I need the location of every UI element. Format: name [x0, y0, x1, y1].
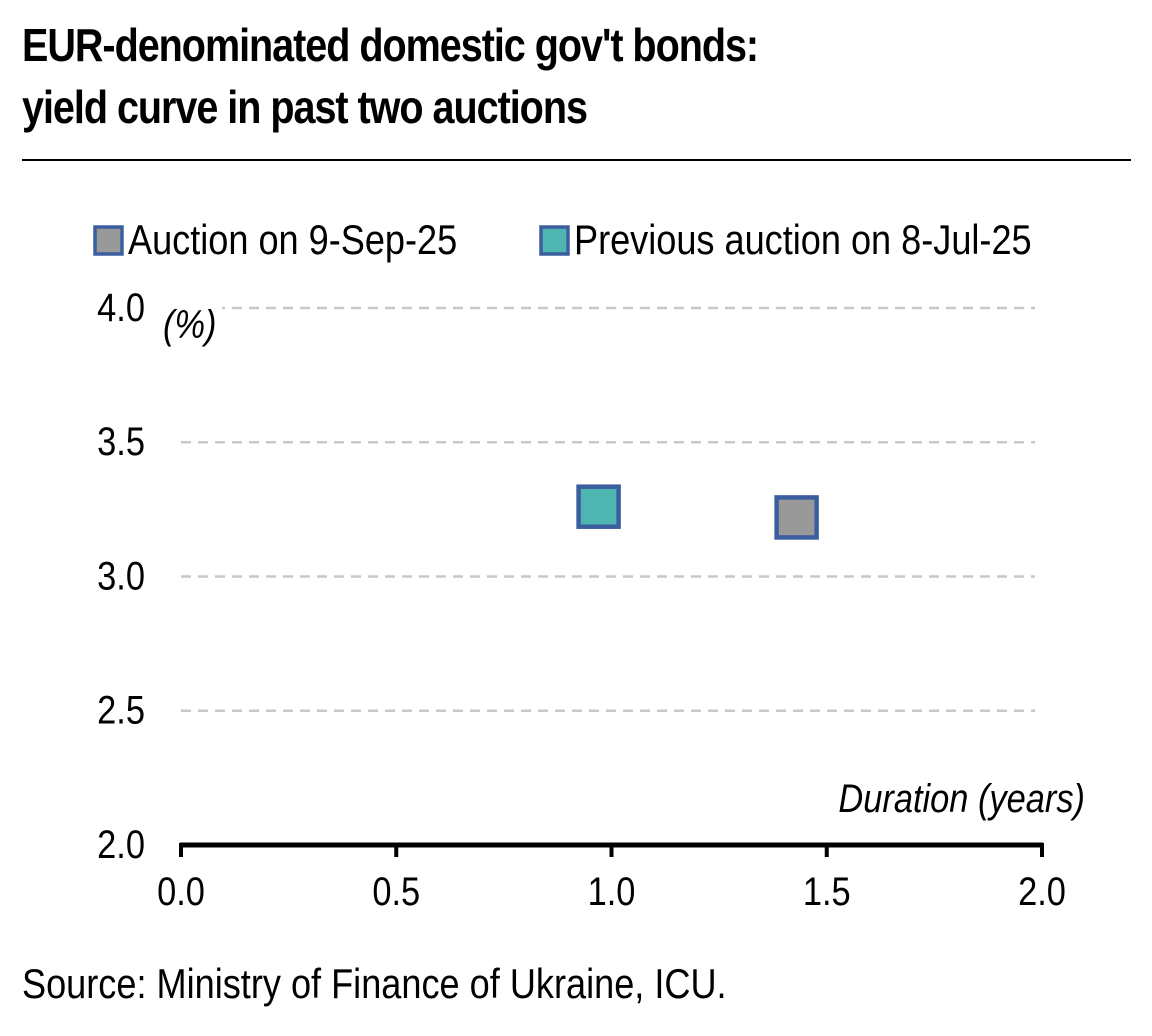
data-points — [576, 484, 819, 540]
x-tick-label-1.0: 1.0 — [588, 869, 636, 914]
y-tick-label-2.0: 2.0 — [97, 822, 145, 867]
x-tick-label-2.0: 2.0 — [1018, 869, 1066, 914]
y-tick-label-4.0: 4.0 — [97, 285, 145, 330]
y-axis: 2.0 2.5 3.0 3.5 4.0 — [97, 285, 145, 867]
y-tick-label-3.0: 3.0 — [97, 553, 145, 598]
title-divider — [22, 159, 1131, 161]
gridlines — [160, 296, 1035, 712]
chart-title-line-2: yield curve in past two auctions — [22, 81, 588, 133]
chart-title-line-1: EUR-denominated domestic gov't bonds: — [22, 19, 759, 71]
legend-label-1: Auction on 9-Sep-25 — [128, 218, 457, 264]
y-axis-label: (%) — [163, 302, 216, 347]
source-note: Source: Ministry of Finance of Ukraine, … — [22, 960, 727, 1007]
x-axis — [179, 842, 1044, 857]
legend-label-2: Previous auction on 8-Jul-25 — [574, 218, 1032, 264]
y-tick-label-2.5: 2.5 — [97, 687, 145, 732]
x-tick-label-1.5: 1.5 — [803, 869, 851, 914]
data-point-series2-1 — [576, 484, 621, 529]
data-point-series1-1 — [774, 495, 819, 540]
legend: Auction on 9-Sep-25 Previous auction on 8… — [93, 218, 1032, 264]
x-tick-labels: 0.0 0.5 1.0 1.5 2.0 — [157, 869, 1066, 914]
legend-swatch-2 — [539, 225, 570, 256]
chart-title: EUR-denominated domestic gov't bonds: yi… — [22, 14, 977, 138]
x-tick-label-0.0: 0.0 — [157, 869, 205, 914]
ylabel-mask — [160, 296, 222, 322]
x-axis-label: Duration (years) — [838, 776, 1085, 821]
x-tick-label-0.5: 0.5 — [372, 869, 420, 914]
y-tick-label-3.5: 3.5 — [97, 419, 145, 464]
legend-swatch-1 — [93, 225, 124, 256]
